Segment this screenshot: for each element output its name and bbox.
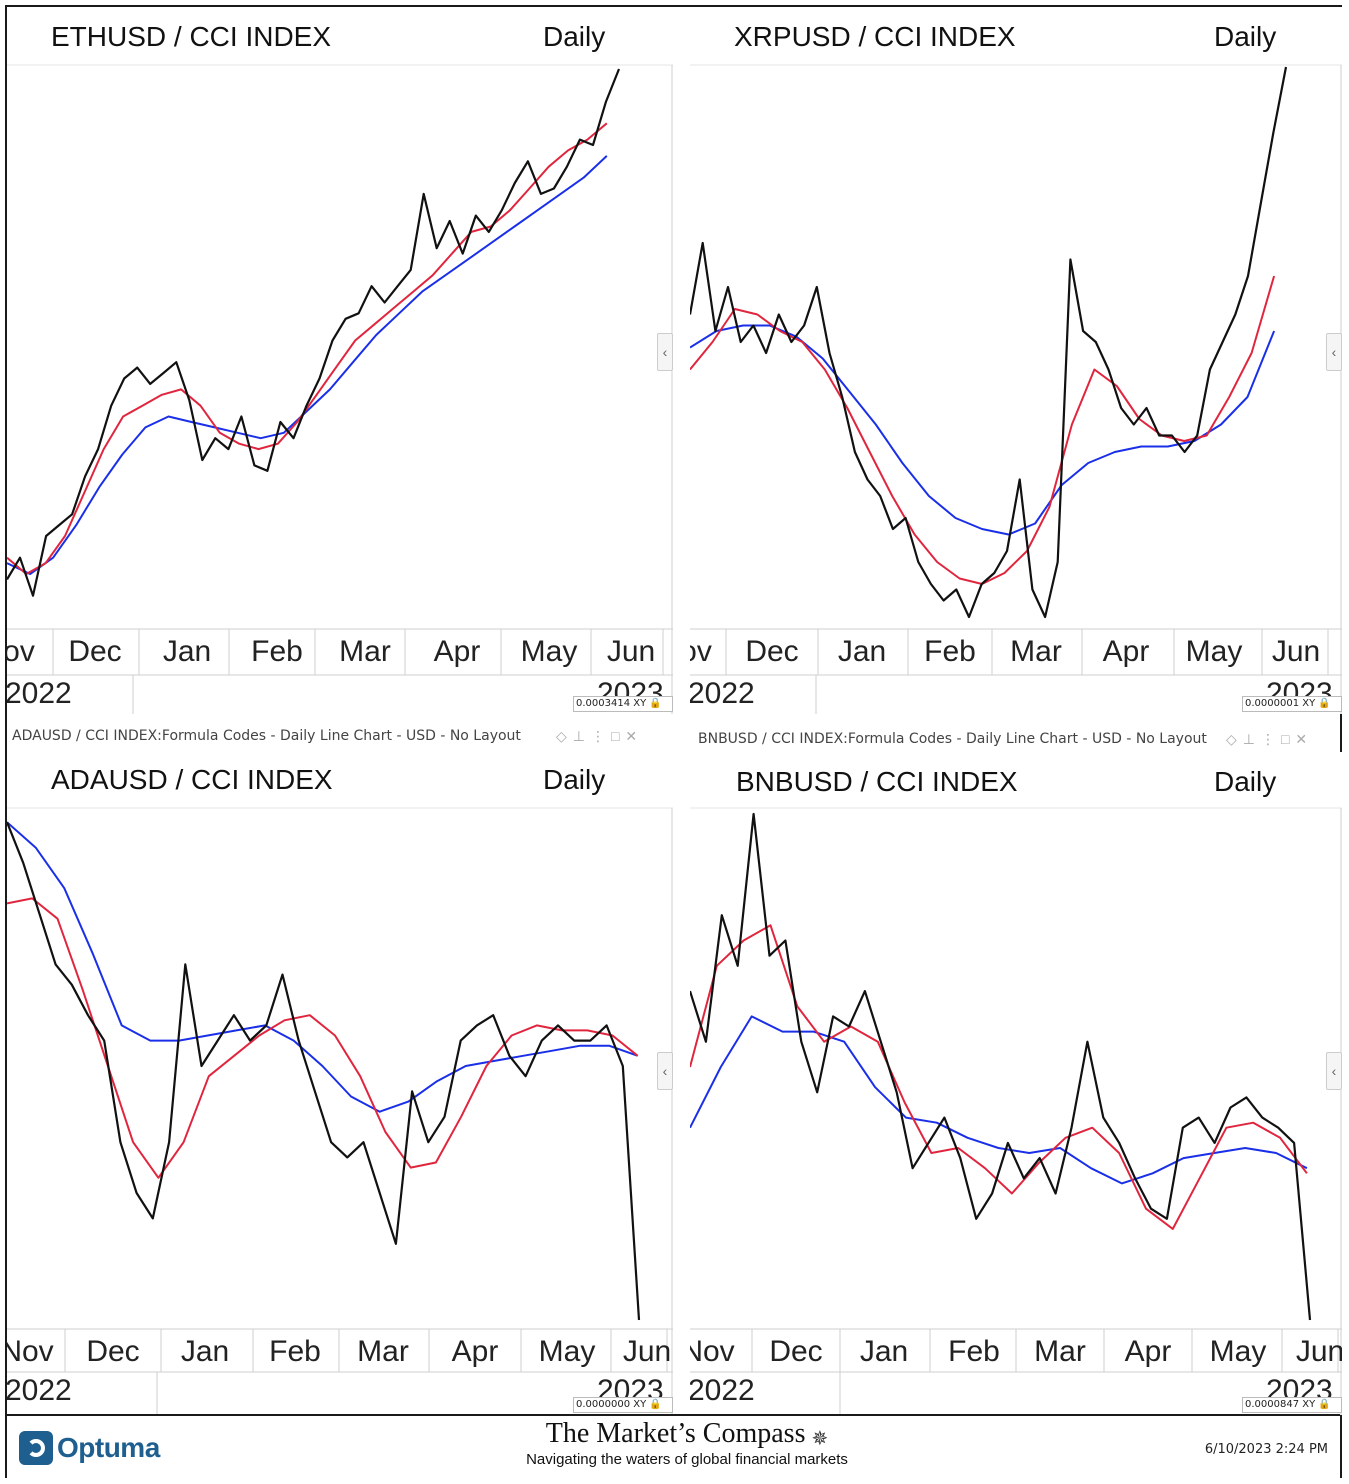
x-tick-label: Dec [86, 1335, 140, 1368]
x-tick-label: Jan [162, 635, 212, 668]
year-label-left: 2022 [7, 677, 72, 710]
x-tick-label: Jan [837, 635, 887, 668]
window-title-bnb: BNBUSD / CCI INDEX:Formula Codes - Daily… [698, 731, 1207, 747]
x-tick-label: Nov [7, 1335, 54, 1368]
x-tick-label: Dec [769, 1335, 823, 1368]
eth-period-label: Daily [543, 21, 606, 52]
ada-chart-panel[interactable]: ADAUSD / CCI INDEX Daily Nov Dec Jan Feb Mar Ap… [7, 752, 673, 1415]
brand-title: The Market’s Compass [545, 1418, 806, 1449]
x-tick-label: Feb [251, 635, 303, 668]
ada-fast-ma-line [7, 897, 639, 1179]
x-tick-label: May [1209, 1335, 1267, 1368]
bnb-period-label: Daily [1214, 766, 1277, 797]
x-tick-label: Feb [924, 635, 976, 668]
cursor-value-readout[interactable]: 0.0000001 XY 🔒 [1242, 696, 1342, 712]
bnb-fast-ma-line [690, 924, 1308, 1230]
x-tick-label: Feb [948, 1335, 1000, 1368]
ada-price-line [7, 821, 641, 1321]
xrp-chart-panel[interactable]: XRPUSD / CCI INDEX Daily ov Dec Jan Feb Mar Apr… [690, 7, 1342, 714]
eth-chart-svg [7, 64, 673, 714]
x-tick-label: May [520, 635, 578, 668]
x-tick-label: ov [690, 635, 712, 668]
eth-chart-panel[interactable]: ETHUSD / CCI INDEX Daily ov Dec Jan Feb Mar Apr… [7, 7, 673, 714]
x-tick-label: May [538, 1335, 596, 1368]
x-tick-label: Jun [1271, 635, 1321, 668]
ada-chart-svg [7, 807, 673, 1415]
footer: Optuma The Market’s Compass ✵ Navigating… [7, 1414, 1340, 1478]
optuma-logo: Optuma [19, 1430, 160, 1466]
x-tick-label: Mar [357, 1335, 409, 1368]
collapse-panel-chevron-left-icon[interactable]: ‹ [657, 1052, 673, 1090]
x-tick-label: Apr [433, 635, 481, 668]
x-tick-label: Apr [451, 1335, 499, 1368]
year-label-left: 2022 [690, 677, 755, 710]
x-tick-label: Jun [606, 635, 656, 668]
x-tick-label: Apr [1124, 1335, 1172, 1368]
xrp-slow-ma-line [690, 324, 1276, 536]
bnb-chart-title: BNBUSD / CCI INDEX [736, 766, 1018, 797]
ada-period-label: Daily [543, 764, 606, 795]
brand-block: The Market’s Compass ✵ Navigating the wa… [507, 1418, 867, 1468]
ada-slow-ma-line [7, 821, 639, 1113]
year-label-left: 2022 [690, 1374, 755, 1407]
year-label-left: 2022 [7, 1374, 72, 1407]
bnb-price-line [690, 812, 1312, 1321]
x-tick-label: May [1185, 635, 1243, 668]
cursor-value-readout[interactable]: 0.0000847 XY 🔒 [1242, 1397, 1342, 1413]
x-tick-label: Nov [690, 1335, 735, 1368]
collapse-panel-chevron-left-icon[interactable]: ‹ [1326, 1052, 1342, 1090]
cursor-value-readout[interactable]: 0.0000000 XY 🔒 [573, 1397, 673, 1413]
eth-price-line [7, 68, 621, 597]
x-tick-label: Feb [269, 1335, 321, 1368]
ada-chart-title: ADAUSD / CCI INDEX [51, 764, 333, 795]
x-tick-label: Jun [622, 1335, 672, 1368]
x-tick-label: Jan [859, 1335, 909, 1368]
window-controls-bnb[interactable]: ◇⊥⋮□✕ [1226, 731, 1314, 747]
eth-slow-ma-line [7, 155, 608, 575]
x-tick-label: Jun [1295, 1335, 1342, 1368]
bnb-chart-svg [690, 807, 1342, 1415]
xrp-price-line [690, 66, 1288, 619]
collapse-panel-chevron-left-icon[interactable]: ‹ [1326, 333, 1342, 371]
cursor-value-readout[interactable]: 0.0003414 XY 🔒 [573, 696, 673, 712]
x-tick-label: Apr [1102, 635, 1150, 668]
x-tick-label: ov [7, 635, 35, 668]
window-title-ada: ADAUSD / CCI INDEX:Formula Codes - Daily… [12, 728, 521, 744]
window-controls-ada[interactable]: ◇⊥⋮□✕ [556, 728, 644, 744]
bnb-chart-panel[interactable]: BNBUSD / CCI INDEX Daily Nov Dec Jan Feb Mar Ap… [690, 752, 1342, 1415]
eth-chart-title: ETHUSD / CCI INDEX [51, 21, 332, 52]
optuma-logo-text: Optuma [57, 1432, 160, 1463]
x-tick-label: Dec [745, 635, 799, 668]
xrp-fast-ma-line [690, 275, 1276, 585]
bnb-slow-ma-line [690, 1015, 1308, 1185]
x-tick-label: Mar [1034, 1335, 1086, 1368]
xrp-chart-title: XRPUSD / CCI INDEX [734, 21, 1016, 52]
brand-tagline: Navigating the waters of global financia… [526, 1450, 848, 1468]
collapse-panel-chevron-left-icon[interactable]: ‹ [657, 333, 673, 371]
x-tick-label: Mar [1010, 635, 1062, 668]
timestamp: 6/10/2023 2:24 PM [1204, 1442, 1328, 1457]
xrp-chart-svg [690, 64, 1342, 714]
eth-fast-ma-line [7, 122, 608, 575]
x-tick-label: Dec [68, 635, 122, 668]
optuma-logo-icon [19, 1431, 53, 1465]
xrp-period-label: Daily [1214, 21, 1277, 52]
compass-rose-icon: ✵ [811, 1427, 829, 1450]
x-tick-label: Jan [180, 1335, 230, 1368]
x-tick-label: Mar [339, 635, 391, 668]
